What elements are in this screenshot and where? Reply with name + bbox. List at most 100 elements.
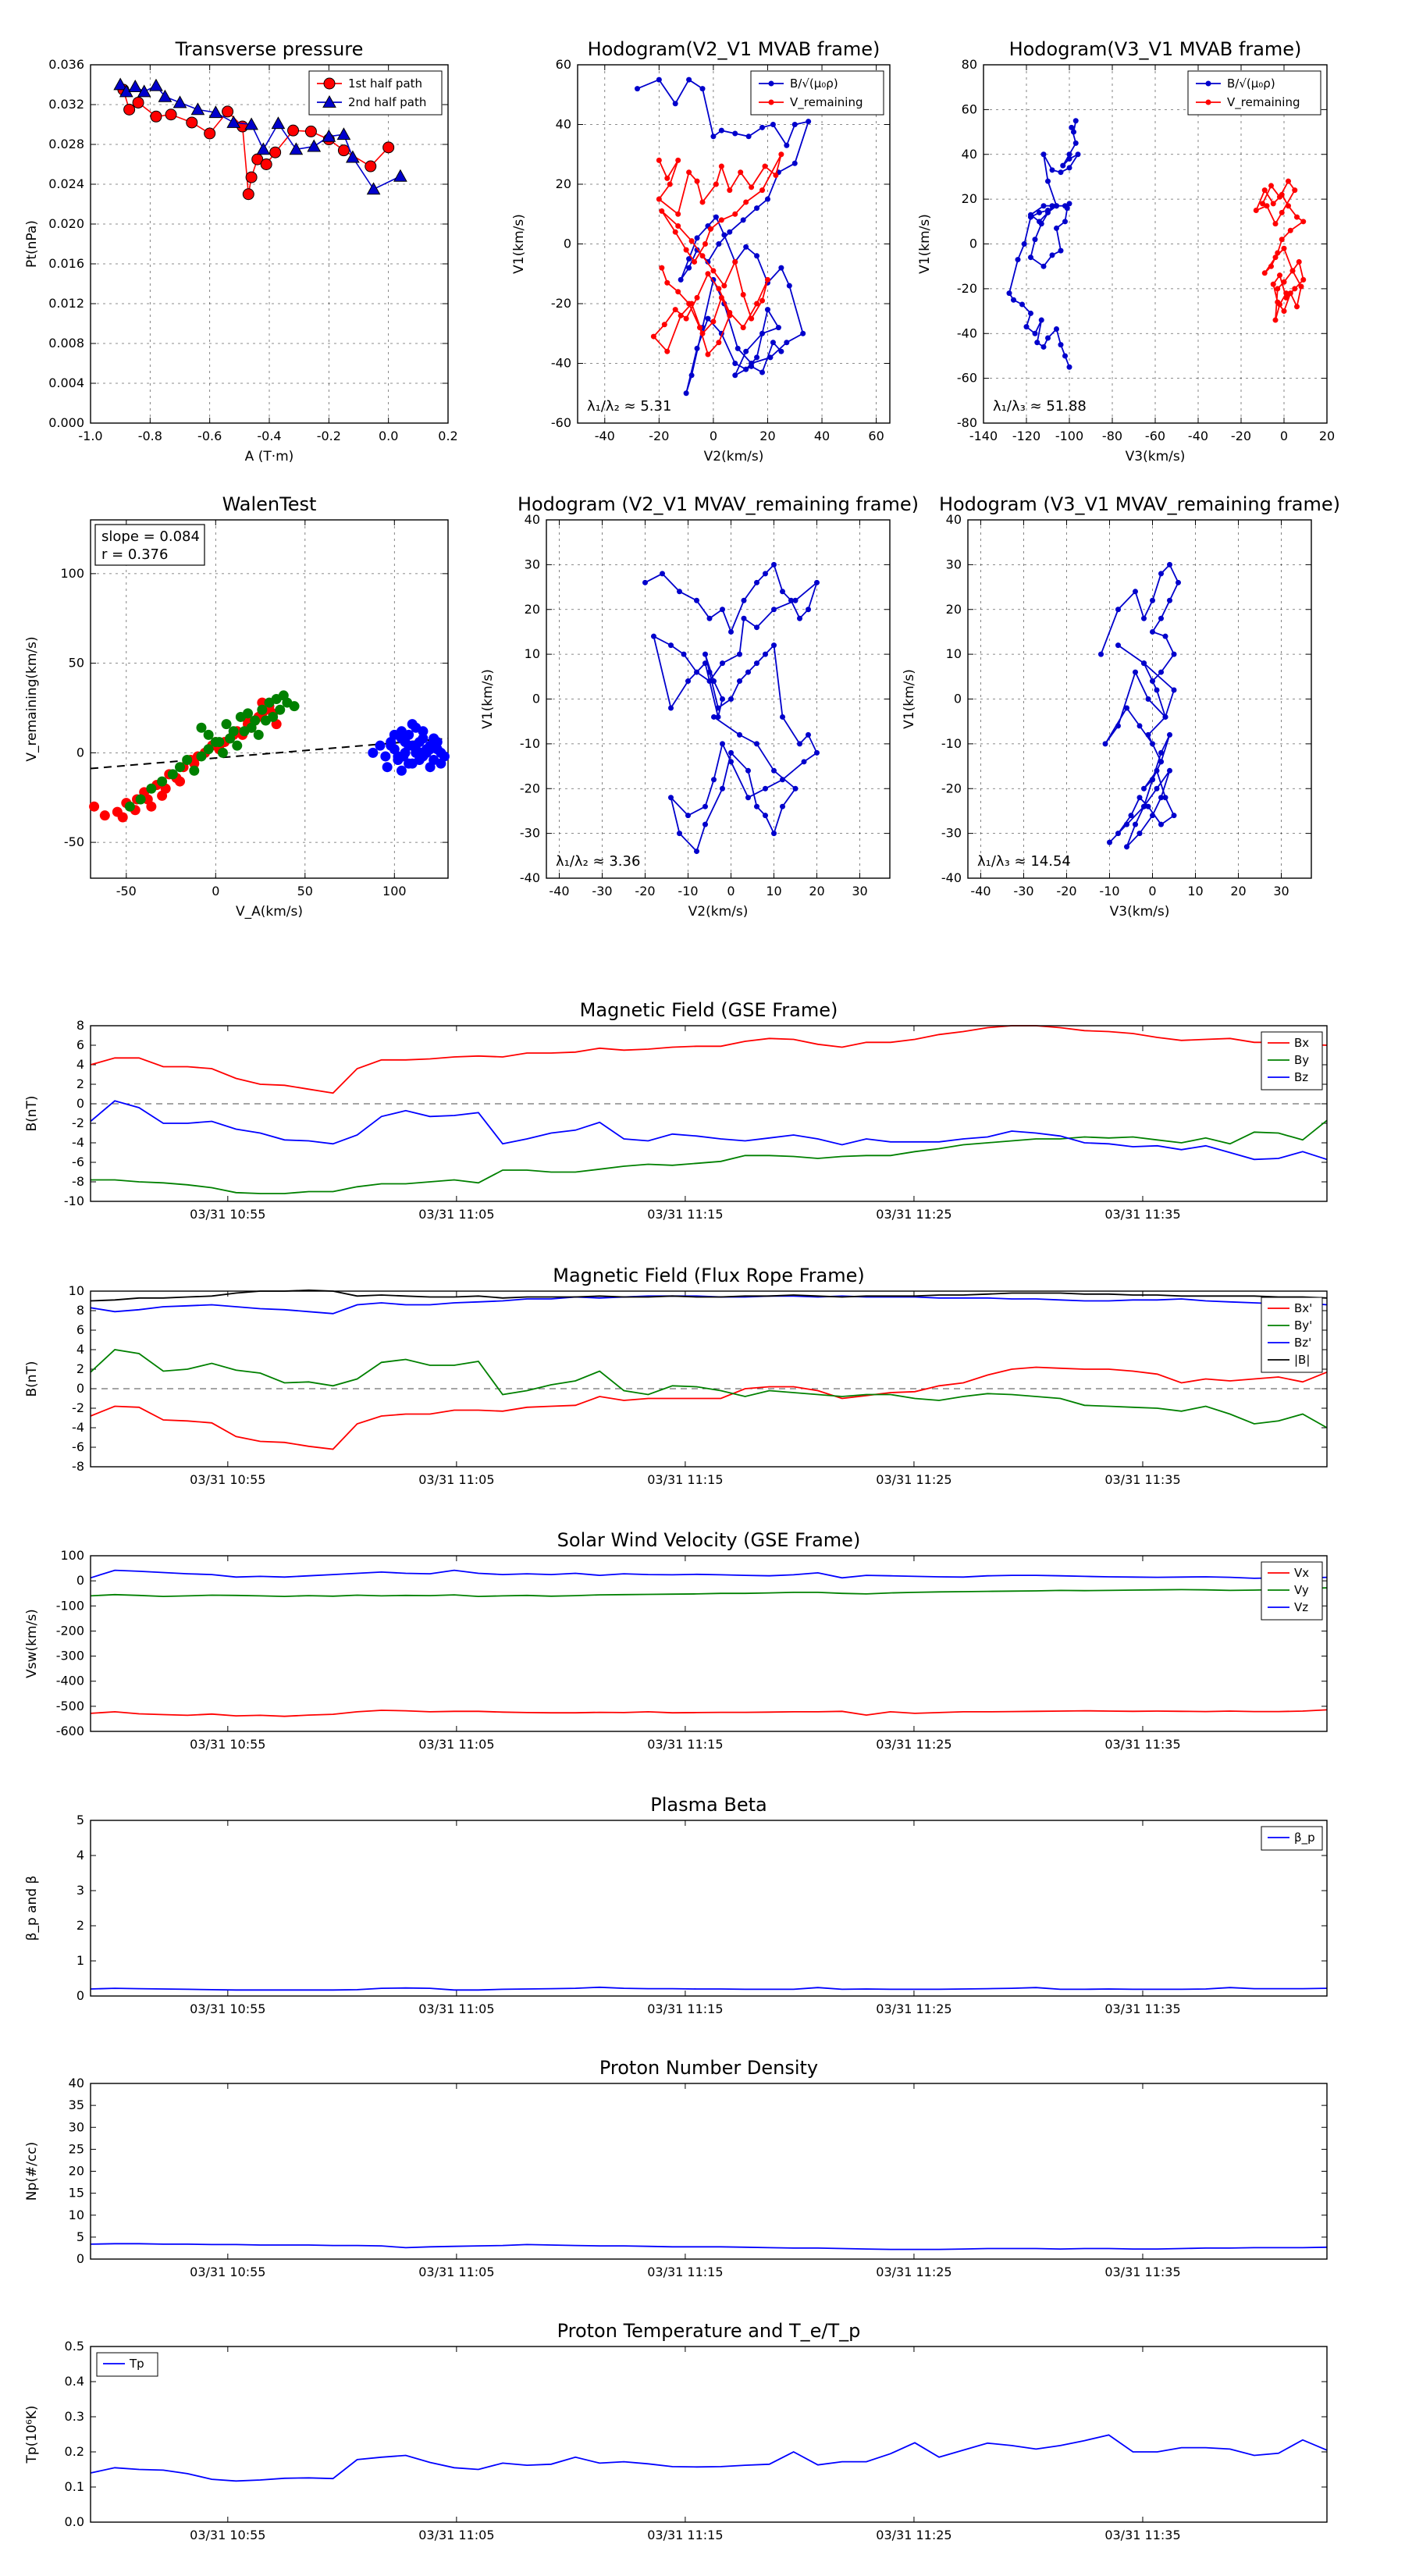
y-tick-label: 0.028 (48, 137, 84, 151)
y-tick-label: 40 (556, 117, 571, 132)
time-tick-label: 03/31 10:55 (190, 1737, 265, 1752)
data-point (1141, 803, 1147, 809)
data-point (764, 307, 770, 313)
data-point (1060, 162, 1066, 169)
y-tick-label: 10 (525, 646, 540, 661)
data-point (1115, 607, 1121, 613)
data-point (745, 767, 751, 774)
data-point (1015, 257, 1021, 263)
data-point (711, 777, 717, 783)
data-point (123, 103, 136, 116)
legend-marker (768, 80, 774, 87)
y-tick-label: 4 (76, 1342, 84, 1357)
y-tick-label: 20 (69, 2164, 84, 2179)
scatter-point (257, 697, 268, 708)
data-point (1272, 221, 1279, 227)
data-point (737, 678, 742, 685)
data-point (780, 777, 785, 783)
data-point (1115, 831, 1121, 837)
data-point (754, 579, 759, 585)
x-tick-label: 20 (809, 884, 824, 898)
y-tick-label: 100 (60, 566, 84, 581)
y-tick-label: -40 (520, 870, 540, 885)
chart-title: WalenTest (222, 493, 317, 515)
data-point (732, 361, 738, 366)
y-tick-label: 8 (76, 1018, 84, 1033)
plot-frame (90, 1820, 1328, 1997)
y-axis-label: B(nT) (24, 1095, 40, 1131)
time-tick-label: 03/31 10:55 (190, 2528, 265, 2542)
data-point (771, 607, 777, 613)
data-point (792, 785, 799, 792)
y-tick-label: 20 (525, 602, 540, 617)
data-point (720, 607, 725, 613)
scatter-point (436, 758, 446, 769)
data-point (716, 241, 722, 247)
data-point (814, 579, 820, 585)
y-tick-label: 40 (525, 512, 540, 527)
data-point (1145, 731, 1151, 738)
data-point (1136, 795, 1143, 801)
series-line (90, 2243, 1328, 2250)
data-point (745, 133, 752, 140)
time-tick-label: 03/31 11:15 (647, 2001, 723, 2016)
eigen-ratio-annotation: λ₁/λ₃ ≈ 51.88 (993, 398, 1087, 415)
data-point (1141, 660, 1147, 667)
x-axis-label: V2(km/s) (704, 449, 764, 464)
x-tick-label: -0.6 (197, 429, 222, 443)
x-tick-label: -40 (1188, 429, 1208, 443)
x-tick-label: -20 (1231, 429, 1251, 443)
data-point (780, 589, 785, 595)
y-tick-label: 0.016 (48, 256, 84, 271)
data-point (686, 169, 692, 176)
time-tick-label: 03/31 11:25 (876, 2528, 951, 2542)
legend-box (1187, 70, 1321, 116)
data-point (740, 325, 746, 331)
legend-marker (322, 94, 336, 108)
data-point (1141, 785, 1147, 792)
data-point (683, 390, 689, 397)
data-point (1136, 831, 1143, 837)
x-axis-label: A (T·m) (245, 449, 294, 464)
data-point (675, 211, 681, 217)
data-point (1045, 335, 1051, 341)
data-point (1287, 290, 1293, 297)
y-tick-label: 4 (76, 1848, 84, 1863)
y-tick-label: 0 (969, 237, 977, 251)
data-point (1150, 597, 1155, 603)
x-tick-label: -40 (595, 429, 615, 443)
scatter-point (404, 729, 414, 740)
data-point (743, 348, 749, 354)
data-point (784, 340, 790, 346)
data-point (718, 163, 724, 169)
scatter-point (157, 776, 168, 787)
series-line (90, 1100, 1328, 1161)
time-tick-label: 03/31 10:55 (190, 2001, 265, 2016)
data-point (759, 330, 766, 336)
data-point (773, 173, 779, 179)
y-tick-label: 0 (76, 2251, 84, 2266)
data-point (393, 169, 407, 182)
data-point (1069, 124, 1075, 130)
data-point (1167, 597, 1172, 603)
legend-label: 1st half path (348, 76, 422, 91)
chart-title: Proton Number Density (599, 2057, 818, 2079)
x-tick-label: -20 (635, 884, 655, 898)
data-point (778, 348, 784, 354)
data-point (728, 749, 734, 756)
data-point (365, 160, 377, 173)
y-tick-label: 0.024 (48, 176, 84, 191)
x-tick-label: -10 (1099, 884, 1119, 898)
scatter-point (253, 729, 264, 740)
data-point (1286, 178, 1291, 184)
data-point (771, 561, 777, 568)
scatter-point (407, 740, 418, 751)
scatter-point (396, 765, 407, 776)
y-tick-label: -4 (72, 1420, 84, 1435)
data-point (741, 615, 747, 621)
y-axis-label: Tp(10⁶K) (24, 2405, 40, 2464)
data-point (1300, 219, 1307, 225)
y-tick-label: 10 (946, 646, 962, 661)
data-point (244, 117, 258, 130)
time-tick-label: 03/31 11:35 (1104, 1472, 1180, 1487)
